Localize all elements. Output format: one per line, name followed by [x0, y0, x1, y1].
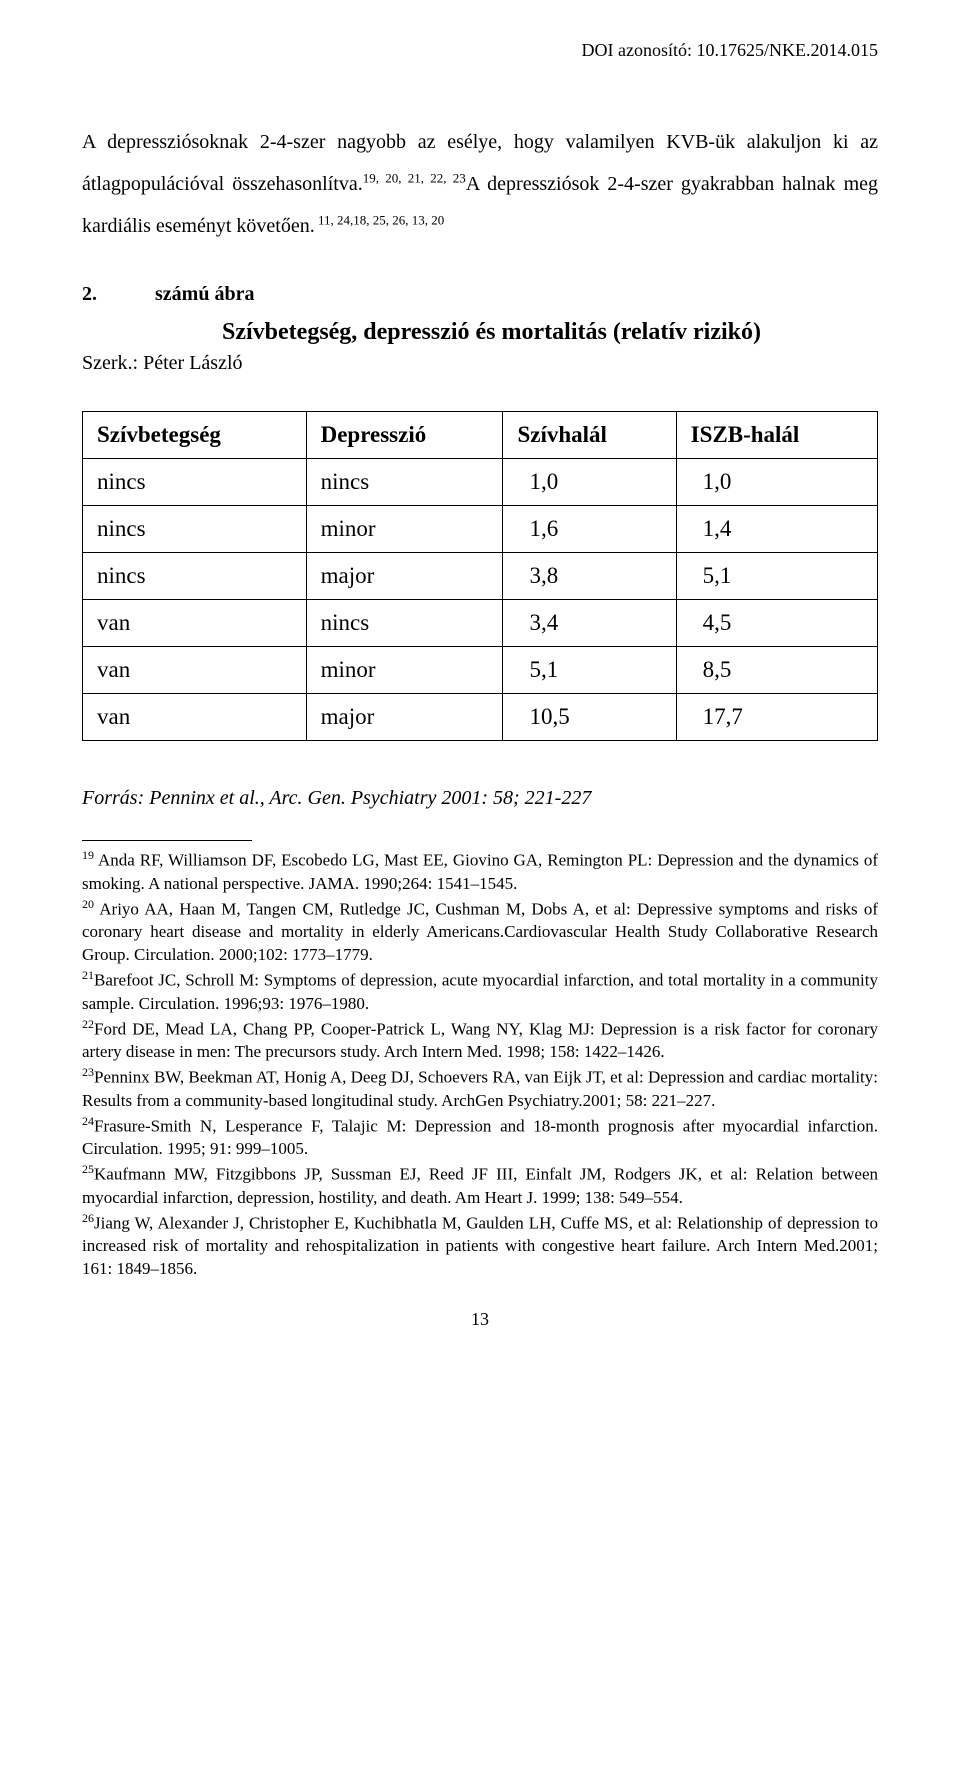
table-cell: 10,5 — [503, 694, 676, 741]
figure-label: számú ábra — [155, 283, 254, 305]
table-row: van minor 5,1 8,5 — [83, 647, 878, 694]
table-cell: minor — [306, 506, 503, 553]
footnote-number: 22 — [82, 1017, 94, 1031]
footnote-number: 23 — [82, 1065, 94, 1079]
footnote-text: Anda RF, Williamson DF, Escobedo LG, Mas… — [82, 851, 878, 893]
table-cell: 1,6 — [503, 506, 676, 553]
table-row: nincs major 3,8 5,1 — [83, 553, 878, 600]
footnote: 24Frasure-Smith N, Lesperance F, Talajic… — [82, 1113, 878, 1162]
col-szivbetegseg: Szívbetegség — [83, 412, 307, 459]
footnote: 21Barefoot JC, Schroll M: Symptoms of de… — [82, 967, 878, 1016]
page-number: 13 — [82, 1309, 878, 1330]
footnote: 23Penninx BW, Beekman AT, Honig A, Deeg … — [82, 1064, 878, 1113]
table-row: van nincs 3,4 4,5 — [83, 600, 878, 647]
footnote: 25Kaufmann MW, Fitzgibbons JP, Sussman E… — [82, 1161, 878, 1210]
paragraph-main: A depressziósoknak 2-4-szer nagyobb az e… — [82, 121, 878, 247]
footnote: 26Jiang W, Alexander J, Christopher E, K… — [82, 1210, 878, 1281]
table-cell: 1,0 — [676, 459, 877, 506]
table-cell: major — [306, 694, 503, 741]
table-cell: nincs — [306, 600, 503, 647]
superscript-refs-1: 19, 20, 21, 22, 23 — [363, 170, 466, 185]
table-cell: van — [83, 600, 307, 647]
figure-number: 2. — [82, 275, 150, 313]
footnote: 20 Ariyo AA, Haan M, Tangen CM, Rutledge… — [82, 896, 878, 967]
table-cell: van — [83, 694, 307, 741]
footnote-number: 20 — [82, 897, 94, 911]
col-szivhalal: Szívhalál — [503, 412, 676, 459]
footnote-number: 21 — [82, 968, 94, 982]
footnote: 22Ford DE, Mead LA, Chang PP, Cooper-Pat… — [82, 1016, 878, 1065]
table-row: van major 10,5 17,7 — [83, 694, 878, 741]
footnotes-block: 19 Anda RF, Williamson DF, Escobedo LG, … — [82, 847, 878, 1281]
table-cell: 5,1 — [503, 647, 676, 694]
table-cell: 17,7 — [676, 694, 877, 741]
footnote-number: 26 — [82, 1211, 94, 1225]
footnote-text: Barefoot JC, Schroll M: Symptoms of depr… — [82, 971, 878, 1013]
table-cell: nincs — [83, 553, 307, 600]
figure-heading: 2. számú ábra — [82, 275, 878, 313]
footnote-text: Penninx BW, Beekman AT, Honig A, Deeg DJ… — [82, 1068, 878, 1110]
footnote: 19 Anda RF, Williamson DF, Escobedo LG, … — [82, 847, 878, 896]
footnote-text: Ford DE, Mead LA, Chang PP, Cooper-Patri… — [82, 1019, 878, 1061]
mortality-table: Szívbetegség Depresszió Szívhalál ISZB-h… — [82, 411, 878, 741]
footnote-number: 19 — [82, 848, 94, 862]
table-row: nincs minor 1,6 1,4 — [83, 506, 878, 553]
footnote-text: Kaufmann MW, Fitzgibbons JP, Sussman EJ,… — [82, 1165, 878, 1207]
table-cell: 4,5 — [676, 600, 877, 647]
footnote-number: 25 — [82, 1162, 94, 1176]
table-header-row: Szívbetegség Depresszió Szívhalál ISZB-h… — [83, 412, 878, 459]
footnote-text: Jiang W, Alexander J, Christopher E, Kuc… — [82, 1213, 878, 1278]
doi-identifier: DOI azonosító: 10.17625/NKE.2014.015 — [82, 40, 878, 61]
table-cell: 5,1 — [676, 553, 877, 600]
table-cell: minor — [306, 647, 503, 694]
figure-editor: Szerk.: Péter László — [82, 352, 878, 375]
figure-title: Szívbetegség, depresszió és mortalitás (… — [222, 319, 878, 346]
table-cell: nincs — [83, 506, 307, 553]
superscript-refs-2: 11, 24,18, 25, 26, 13, 20 — [315, 212, 445, 227]
figure-source: Forrás: Penninx et al., Arc. Gen. Psychi… — [82, 787, 878, 810]
footnote-text: Ariyo AA, Haan M, Tangen CM, Rutledge JC… — [82, 899, 878, 964]
table-cell: 3,8 — [503, 553, 676, 600]
table-cell: 1,4 — [676, 506, 877, 553]
table-cell: nincs — [83, 459, 307, 506]
footnote-number: 24 — [82, 1114, 94, 1128]
table-row: nincs nincs 1,0 1,0 — [83, 459, 878, 506]
footnote-separator — [82, 840, 252, 841]
table-cell: major — [306, 553, 503, 600]
table-cell: 3,4 — [503, 600, 676, 647]
table-cell: nincs — [306, 459, 503, 506]
col-depresszio: Depresszió — [306, 412, 503, 459]
table-cell: 1,0 — [503, 459, 676, 506]
table-cell: 8,5 — [676, 647, 877, 694]
footnote-text: Frasure-Smith N, Lesperance F, Talajic M… — [82, 1116, 878, 1158]
col-iszb-halal: ISZB-halál — [676, 412, 877, 459]
table-cell: van — [83, 647, 307, 694]
